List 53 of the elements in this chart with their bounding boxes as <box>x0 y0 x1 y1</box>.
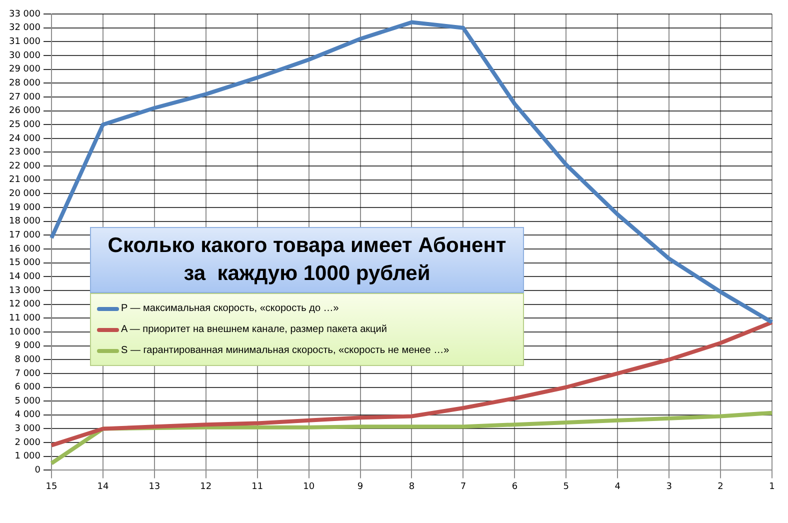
x-tick-label: 1 <box>769 482 775 492</box>
y-tick-label: 5 000 <box>14 396 41 406</box>
y-tick-label: 28 000 <box>8 78 41 88</box>
legend-label: P — максимальная скорость, «скорость до …» <box>121 303 339 314</box>
y-tick-label: 19 000 <box>8 202 41 213</box>
x-tick-label: 11 <box>252 482 264 492</box>
x-tick-label: 10 <box>303 482 315 492</box>
y-tick-label: 33 000 <box>8 9 41 20</box>
y-tick-label: 12 000 <box>8 300 41 310</box>
y-tick-label: 17 000 <box>8 230 41 241</box>
y-tick-label: 22 000 <box>8 161 41 172</box>
y-tick-label: 4 000 <box>14 410 41 420</box>
x-tick-label: 4 <box>614 482 621 492</box>
x-tick-label: 7 <box>460 482 466 492</box>
x-tick-label: 12 <box>200 482 212 492</box>
y-tick-label: 14 000 <box>8 272 41 282</box>
y-tick-label: 0 <box>34 466 41 476</box>
y-tick-label: 31 000 <box>8 36 41 47</box>
y-tick-label: 23 000 <box>8 148 41 158</box>
y-tick-label: 2 000 <box>14 438 41 448</box>
y-tick-label: 32 000 <box>8 23 41 34</box>
x-tick-label: 14 <box>97 482 109 492</box>
y-tick-label: 27 000 <box>8 92 41 102</box>
x-tick-label: 3 <box>666 482 672 492</box>
y-tick-label: 3 000 <box>14 424 41 434</box>
y-tick-label: 30 000 <box>8 50 41 61</box>
y-tick-label: 10 000 <box>8 327 41 338</box>
y-tick-label: 15 000 <box>8 258 41 268</box>
text: Сколько какого товара имеет Абонент за каждую 1000 рублей <box>90 227 524 293</box>
y-tick-label: 13 000 <box>8 286 41 296</box>
x-tick-label: 15 <box>46 482 58 492</box>
y-tick-label: 20 000 <box>8 189 41 200</box>
y-tick-label: 8 000 <box>14 354 41 365</box>
x-tick-label: 13 <box>148 482 160 492</box>
y-tick-label: 29 000 <box>8 64 41 75</box>
y-tick-label: 24 000 <box>8 134 41 144</box>
x-tick-label: 2 <box>718 482 724 492</box>
y-tick-label: 7 000 <box>14 368 41 379</box>
x-tick-label: 8 <box>408 482 415 492</box>
x-tick-label: 5 <box>563 482 570 492</box>
y-tick-label: 6 000 <box>14 382 41 393</box>
y-tick-label: 25 000 <box>8 120 41 130</box>
y-tick-label: 18 000 <box>8 216 41 227</box>
x-tick-label: 9 <box>357 482 364 492</box>
legend-label: A — приоритет на внешнем канале, размер пакета акций <box>121 324 387 335</box>
y-tick-label: 16 000 <box>8 244 41 254</box>
legend-label: S — гарантированная минимальная скорость, «скорость не менее …» <box>121 345 450 356</box>
y-tick-label: 1 000 <box>14 452 41 462</box>
y-tick-label: 21 000 <box>8 175 41 186</box>
y-tick-label: 9 000 <box>14 341 41 352</box>
y-tick-label: 11 000 <box>8 313 41 324</box>
y-tick-label: 26 000 <box>8 106 41 116</box>
x-tick-label: 6 <box>512 482 518 492</box>
